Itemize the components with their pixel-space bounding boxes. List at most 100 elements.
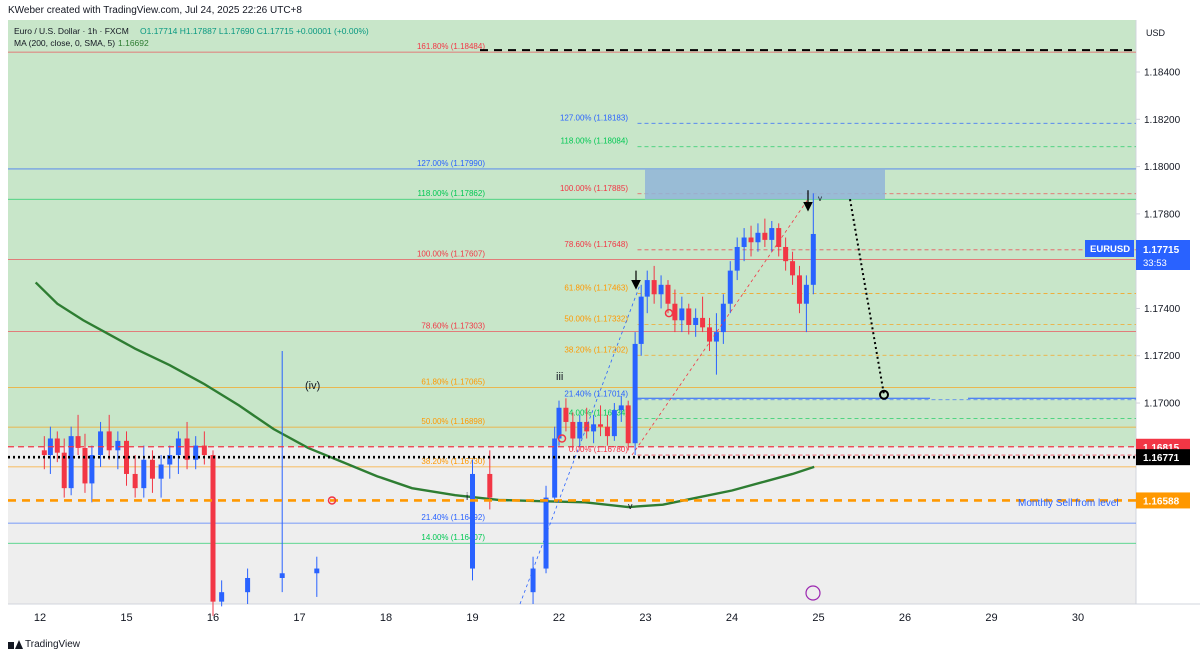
candle-body xyxy=(149,459,155,479)
candle-body xyxy=(665,284,671,304)
candle-body xyxy=(810,233,816,285)
candle-body xyxy=(762,232,768,240)
tradingview-branding: TradingView xyxy=(8,639,80,650)
ma-legend: MA (200, close, 0, SMA, 5) xyxy=(14,38,115,48)
event-icon xyxy=(805,585,821,601)
tradingview-logo-icon xyxy=(8,640,23,649)
y-tick-label: 1.17200 xyxy=(1144,351,1181,362)
candle-body xyxy=(651,280,657,295)
x-tick-label: 19 xyxy=(466,612,478,624)
fib-level-label: 161.80% (1.18484) xyxy=(417,42,485,51)
y-tick-label: 1.17800 xyxy=(1144,209,1181,220)
candle-body xyxy=(577,421,583,439)
candle-body xyxy=(570,421,576,439)
candle-body xyxy=(543,497,549,569)
fib-level-label: 14.00% (1.16934) xyxy=(564,409,628,418)
candle-body xyxy=(776,228,782,247)
candle-body xyxy=(470,473,475,569)
candle-body xyxy=(679,308,685,321)
candle-body xyxy=(41,450,47,456)
x-tick-label: 24 xyxy=(726,612,738,624)
candle-body xyxy=(106,431,112,451)
ma200-line xyxy=(34,281,815,509)
price-tag-label: 1.16771 xyxy=(1143,453,1180,464)
signal-marker xyxy=(664,308,674,318)
candle-body xyxy=(184,438,190,460)
y-tick-label: 1.18200 xyxy=(1144,115,1181,126)
fib-connector xyxy=(631,198,809,456)
ma-value: 1.16692 xyxy=(118,38,149,48)
time-axis: 12 15 16 17 18 19 22 23 24 25 26 29 30 xyxy=(34,612,1084,624)
candle-body xyxy=(530,568,536,593)
fib-level-label: 78.60% (1.17303) xyxy=(421,321,485,330)
candle-body xyxy=(707,327,713,342)
candle-body xyxy=(219,592,225,602)
bar-countdown: 33:53 xyxy=(1143,258,1167,269)
candle-body xyxy=(625,405,631,444)
price-tag xyxy=(1136,449,1190,466)
x-tick-label: 18 xyxy=(380,612,392,624)
candle-body xyxy=(89,455,95,484)
fib-level-label: 100.00% (1.17607) xyxy=(417,250,485,259)
fib-connector xyxy=(519,284,641,605)
fib-level-label: 100.00% (1.17885) xyxy=(560,184,628,193)
range-zone xyxy=(8,446,1136,604)
candle-body xyxy=(54,438,60,453)
candle-body xyxy=(98,431,104,456)
fib-level-label: 78.60% (1.17648) xyxy=(564,240,628,249)
candle-body xyxy=(193,445,199,460)
price-tag-label: 1.16815 xyxy=(1143,443,1180,454)
candle-body xyxy=(741,237,747,247)
wave-label-i: i xyxy=(466,492,468,503)
symbol-title: Euro / U.S. Dollar · 1h · FXCM xyxy=(14,26,129,36)
candle-body xyxy=(584,421,590,432)
candle-body xyxy=(158,464,164,479)
fib-level-label: 50.00% (1.16898) xyxy=(421,417,485,426)
candle-body xyxy=(734,246,740,271)
fib-level-label: 38.20% (1.16730) xyxy=(421,457,485,466)
attribution: KWeber created with TradingView.com, Jul… xyxy=(8,5,302,16)
annotations xyxy=(327,190,889,605)
signal-marker xyxy=(557,434,567,443)
bullish-zone xyxy=(8,20,1136,447)
price-tag-label: 1.16588 xyxy=(1143,496,1180,507)
fib-level-label: 127.00% (1.18183) xyxy=(560,113,628,122)
target-marker xyxy=(879,389,889,400)
candle-body xyxy=(713,332,719,342)
y-tick-label: 1.18000 xyxy=(1144,162,1181,173)
x-tick-label: 12 xyxy=(34,612,46,624)
candle-body xyxy=(686,308,692,326)
wave-label-iv: (iv) xyxy=(305,380,320,392)
candle-body xyxy=(210,455,216,602)
x-tick-label: 16 xyxy=(207,612,219,624)
fib-level-label: 118.00% (1.18084) xyxy=(561,137,629,146)
candle-body xyxy=(132,473,138,489)
candle-body xyxy=(604,426,610,437)
candle-body xyxy=(75,436,81,448)
x-tick-label: 29 xyxy=(985,612,997,624)
candle-body xyxy=(314,568,320,574)
projected-path xyxy=(849,199,885,395)
x-tick-label: 22 xyxy=(553,612,565,624)
candle-body xyxy=(693,317,699,326)
fib-level-label: 61.80% (1.17463) xyxy=(564,284,628,293)
y-tick-label: 1.17000 xyxy=(1144,399,1181,410)
candle-body xyxy=(700,317,706,328)
candle-body xyxy=(748,237,754,243)
x-tick-label: 15 xyxy=(120,612,132,624)
wave-label-v-top: v xyxy=(818,194,822,203)
fib-level-label: 21.40% (1.17014) xyxy=(564,390,628,399)
candle-body xyxy=(632,343,638,444)
fib-level-label: 50.00% (1.17332) xyxy=(564,315,628,324)
x-tick-label: 23 xyxy=(639,612,651,624)
x-tick-label: 25 xyxy=(812,612,824,624)
fib-level-label: 21.40% (1.16492) xyxy=(421,513,485,522)
candle-body xyxy=(552,438,558,498)
supply-zone xyxy=(645,168,885,200)
candle-body xyxy=(245,577,251,593)
ohlc-values: O1.17714 H1.17887 L1.17690 C1.17715 +0.0… xyxy=(140,26,369,36)
candle-body xyxy=(61,452,67,489)
symbol-tag xyxy=(1085,240,1134,257)
candle-body xyxy=(755,232,761,243)
